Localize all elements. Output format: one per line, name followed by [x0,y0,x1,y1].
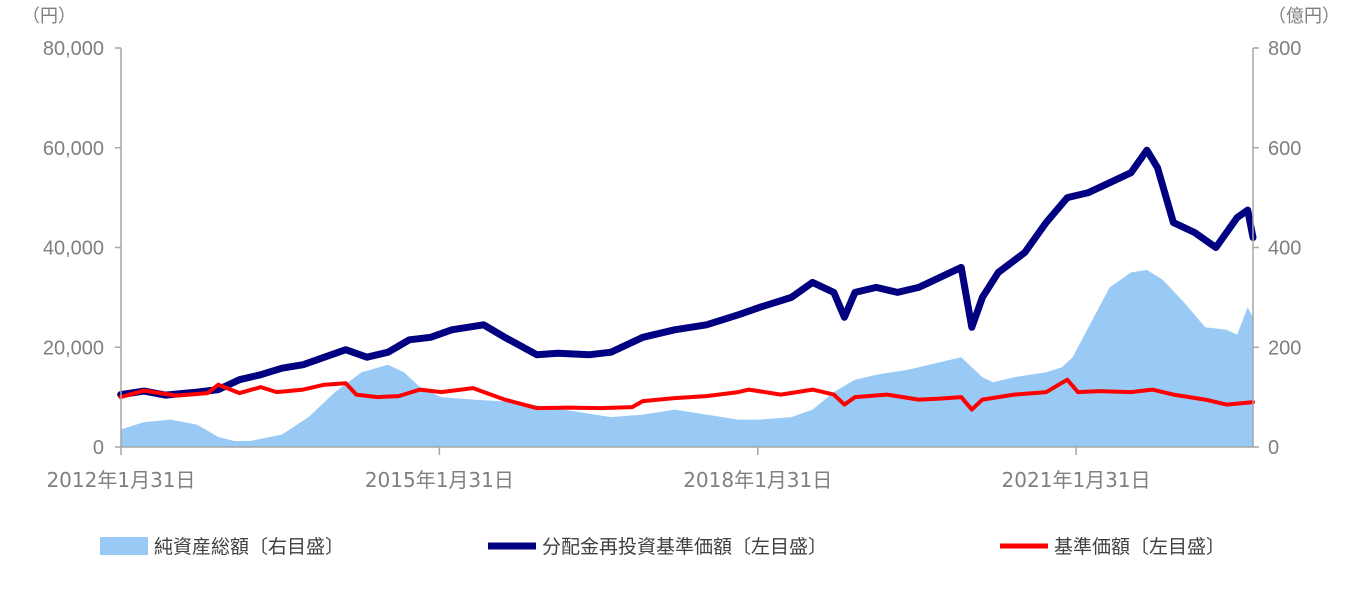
left-tick-label: 60,000 [43,138,104,160]
legend-swatch-net-assets [100,537,148,555]
x-tick-label: 2021年1月31日 [1002,468,1151,492]
net-assets-area-layer [120,269,1254,447]
left-tick-label: 80,000 [43,38,104,60]
legend: 純資産総額〔右目盛〕 分配金再投資基準価額〔左目盛〕 基準価額〔左目盛〕 [100,536,1225,558]
series-line-reinvested-nav [117,146,1257,399]
legend-label-reinvested-nav: 分配金再投資基準価額〔左目盛〕 [542,536,827,558]
axes: 0 0 20,000 200 40,000 400 60,000 600 80,000 800 20… [43,38,1302,492]
right-tick-label: 0 [1268,437,1279,459]
right-axis-unit: （億円） [1268,6,1340,27]
right-tick-label: 400 [1268,238,1301,260]
right-tick-label: 800 [1268,38,1301,60]
series-area-net-assets [120,269,1254,447]
series-line-nav [118,377,1255,412]
right-tick-label: 600 [1268,138,1301,160]
left-tick-label: 0 [93,437,104,459]
x-tick-label: 2018年1月31日 [683,468,832,492]
left-tick-label: 40,000 [43,238,104,260]
x-tick-label: 2012年1月31日 [46,468,195,492]
x-tick-label: 2015年1月31日 [365,468,514,492]
left-axis-unit: （円） [22,6,76,27]
right-tick-label: 200 [1268,337,1301,359]
left-tick-label: 20,000 [43,337,104,359]
legend-label-net-assets: 純資産総額〔右目盛〕 [154,536,344,558]
legend-label-nav: 基準価額〔左目盛〕 [1054,536,1225,558]
series-lines-layer [117,146,1257,412]
